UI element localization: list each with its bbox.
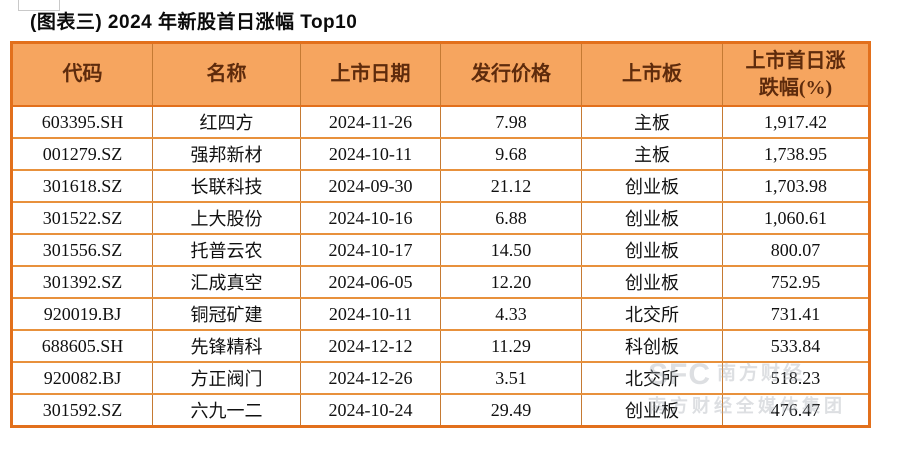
cell-board: 主板 <box>581 105 723 138</box>
table-row: 301556.SZ 托普云农 2024-10-17 14.50 创业板 800.… <box>11 233 870 266</box>
cell-name: 红四方 <box>152 105 301 138</box>
cell-board: 创业板 <box>581 265 723 298</box>
cell-date: 2024-10-24 <box>300 393 441 427</box>
cell-change: 476.47 <box>722 393 870 427</box>
table-row: 001279.SZ 强邦新材 2024-10-11 9.68 主板 1,738.… <box>11 137 870 170</box>
cell-board: 创业板 <box>581 169 723 202</box>
cell-price: 7.98 <box>440 105 582 138</box>
cell-change: 731.41 <box>722 297 870 330</box>
table-row: 603395.SH 红四方 2024-11-26 7.98 主板 1,917.4… <box>11 105 870 138</box>
cell-code: 688605.SH <box>11 329 153 362</box>
cell-date: 2024-06-05 <box>300 265 441 298</box>
table-row: 920082.BJ 方正阀门 2024-12-26 3.51 北交所 518.2… <box>11 361 870 394</box>
header-change: 上市首日涨 跌幅(%) <box>722 42 870 107</box>
cell-change: 1,060.61 <box>722 201 870 234</box>
header-board: 上市板 <box>581 42 723 107</box>
cell-board: 北交所 <box>581 297 723 330</box>
cell-date: 2024-10-11 <box>300 297 441 330</box>
cell-code: 301522.SZ <box>11 201 153 234</box>
cell-change: 1,917.42 <box>722 105 870 138</box>
header-code: 代码 <box>11 42 153 107</box>
cell-code: 603395.SH <box>11 105 153 138</box>
cell-name: 托普云农 <box>152 233 301 266</box>
cell-board: 北交所 <box>581 361 723 394</box>
cell-code: 301592.SZ <box>11 393 153 427</box>
cell-code: 920019.BJ <box>11 297 153 330</box>
cell-board: 创业板 <box>581 393 723 427</box>
cell-change: 518.23 <box>722 361 870 394</box>
table-row: 301522.SZ 上大股份 2024-10-16 6.88 创业板 1,060… <box>11 201 870 234</box>
cell-code: 001279.SZ <box>11 137 153 170</box>
cell-name: 六九一二 <box>152 393 301 427</box>
cell-date: 2024-10-11 <box>300 137 441 170</box>
cell-price: 11.29 <box>440 329 582 362</box>
cell-price: 6.88 <box>440 201 582 234</box>
cell-date: 2024-09-30 <box>300 169 441 202</box>
table-row: 301592.SZ 六九一二 2024-10-24 29.49 创业板 476.… <box>11 393 870 427</box>
cell-name: 汇成真空 <box>152 265 301 298</box>
cell-change: 533.84 <box>722 329 870 362</box>
cell-date: 2024-12-12 <box>300 329 441 362</box>
cell-name: 强邦新材 <box>152 137 301 170</box>
cell-price: 29.49 <box>440 393 582 427</box>
cell-change: 752.95 <box>722 265 870 298</box>
cell-price: 4.33 <box>440 297 582 330</box>
cell-name: 方正阀门 <box>152 361 301 394</box>
cell-date: 2024-12-26 <box>300 361 441 394</box>
cell-price: 3.51 <box>440 361 582 394</box>
cell-price: 12.20 <box>440 265 582 298</box>
cell-name: 先锋精科 <box>152 329 301 362</box>
cell-change: 800.07 <box>722 233 870 266</box>
cell-board: 创业板 <box>581 233 723 266</box>
table-header-row: 代码 名称 上市日期 发行价格 上市板 上市首日涨 跌幅(%) <box>11 42 870 107</box>
cell-change: 1,703.98 <box>722 169 870 202</box>
table-body: 603395.SH 红四方 2024-11-26 7.98 主板 1,917.4… <box>11 105 870 427</box>
page-title: (图表三) 2024 年新股首日涨幅 Top10 <box>30 12 358 33</box>
cell-board: 主板 <box>581 137 723 170</box>
cell-price: 9.68 <box>440 137 582 170</box>
header-price: 发行价格 <box>440 42 582 107</box>
table-row: 920019.BJ 铜冠矿建 2024-10-11 4.33 北交所 731.4… <box>11 297 870 330</box>
cell-name: 长联科技 <box>152 169 301 202</box>
header-name: 名称 <box>152 42 301 107</box>
cell-code: 301556.SZ <box>11 233 153 266</box>
cell-board: 科创板 <box>581 329 723 362</box>
cell-date: 2024-10-16 <box>300 201 441 234</box>
header-date: 上市日期 <box>300 42 441 107</box>
crop-artifact-cell-corner <box>18 0 60 11</box>
cell-board: 创业板 <box>581 201 723 234</box>
cell-price: 14.50 <box>440 233 582 266</box>
table-row: 688605.SH 先锋精科 2024-12-12 11.29 科创板 533.… <box>11 329 870 362</box>
cell-change: 1,738.95 <box>722 137 870 170</box>
cell-name: 上大股份 <box>152 201 301 234</box>
cell-date: 2024-11-26 <box>300 105 441 138</box>
cell-date: 2024-10-17 <box>300 233 441 266</box>
cell-name: 铜冠矿建 <box>152 297 301 330</box>
table-row: 301618.SZ 长联科技 2024-09-30 21.12 创业板 1,70… <box>11 169 870 202</box>
cell-code: 301392.SZ <box>11 265 153 298</box>
table-row: 301392.SZ 汇成真空 2024-06-05 12.20 创业板 752.… <box>11 265 870 298</box>
ipo-top10-table: 代码 名称 上市日期 发行价格 上市板 上市首日涨 跌幅(%) 603395.S… <box>10 41 871 428</box>
cell-code: 920082.BJ <box>11 361 153 394</box>
cell-price: 21.12 <box>440 169 582 202</box>
cell-code: 301618.SZ <box>11 169 153 202</box>
